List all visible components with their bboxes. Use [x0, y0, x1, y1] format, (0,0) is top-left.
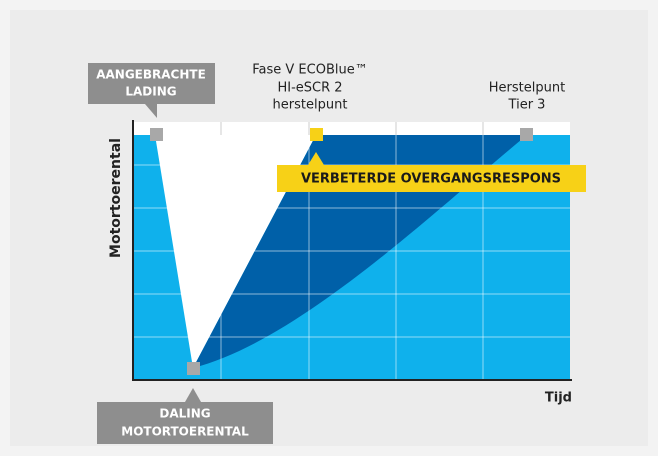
drop-pointer	[185, 388, 201, 402]
tier3-label: Herstelpunt	[489, 81, 565, 96]
load-pointer	[145, 104, 157, 118]
marker	[310, 128, 323, 141]
transient-pointer	[308, 152, 324, 165]
transient-label: VERBETERDE OVERGANGSRESPONS	[301, 172, 561, 187]
load-label: AANGEBRACHTE	[96, 68, 206, 82]
drop-box	[97, 402, 273, 444]
load-box	[88, 63, 215, 104]
grid-outline	[220, 122, 484, 135]
phase-v-label: Fase V ECOBlue™	[252, 63, 367, 78]
load-label: LADING	[125, 85, 176, 99]
phase-v-label: HI-eSCR 2	[277, 81, 342, 96]
drop-label: DALING	[159, 407, 210, 421]
x-axis-label: Tijd	[545, 391, 572, 406]
marker	[520, 128, 533, 141]
marker	[150, 128, 163, 141]
marker	[187, 362, 200, 375]
y-axis-label: Motortoerental	[108, 138, 124, 258]
drop-label: MOTORTOERENTAL	[121, 425, 249, 439]
transient-box	[277, 165, 586, 192]
phase-v-label: herstelpunt	[273, 98, 348, 113]
tier3-label: Tier 3	[508, 98, 546, 113]
